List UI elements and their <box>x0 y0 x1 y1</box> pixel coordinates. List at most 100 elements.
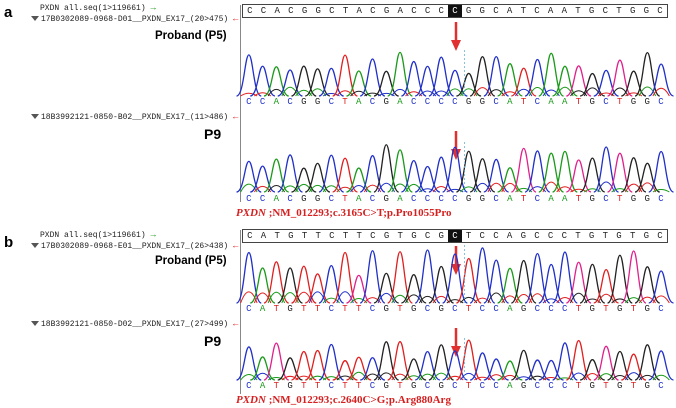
reference-base[interactable]: A <box>274 6 280 16</box>
reference-base[interactable]: A <box>260 231 267 241</box>
trace-noise <box>363 297 382 304</box>
basecall: C <box>424 304 431 314</box>
collapse-triangle-icon[interactable] <box>31 243 39 249</box>
basecall: C <box>658 194 664 204</box>
reference-base[interactable]: C <box>479 231 485 241</box>
reference-base[interactable]: C <box>260 6 267 16</box>
reference-base[interactable]: T <box>575 231 581 241</box>
reference-base[interactable]: G <box>383 6 390 16</box>
reference-base[interactable]: G <box>479 6 485 16</box>
reference-base[interactable]: G <box>438 231 444 241</box>
reference-base[interactable]: C <box>438 6 444 16</box>
reference-base[interactable]: T <box>342 231 349 241</box>
reference-base[interactable]: T <box>301 231 308 241</box>
reference-base[interactable]: C <box>370 231 376 241</box>
basecall: C <box>493 97 499 107</box>
reference-base[interactable]: C <box>448 230 462 242</box>
trace-peak <box>318 67 344 97</box>
trace-noise <box>336 291 354 304</box>
reference-base[interactable]: G <box>383 231 390 241</box>
reference-base[interactable]: G <box>288 231 294 241</box>
reference-track-name[interactable]: PXDN all.seq(1>119661) → <box>40 230 156 240</box>
reference-base[interactable]: C <box>370 6 376 16</box>
trace-peak <box>538 359 564 381</box>
reference-base[interactable]: C <box>657 231 663 241</box>
reference-base[interactable]: A <box>397 6 403 16</box>
reference-base[interactable]: G <box>315 6 321 16</box>
reference-base[interactable]: T <box>575 6 581 16</box>
reference-base[interactable]: C <box>411 6 417 16</box>
trace-noise <box>432 372 450 381</box>
reference-base[interactable]: T <box>602 231 608 241</box>
trace-noise <box>611 188 629 193</box>
reference-track-name[interactable]: PXDN all.seq(1>119661) → <box>40 3 156 13</box>
reference-base[interactable]: C <box>493 231 499 241</box>
reference-base[interactable]: G <box>643 6 650 16</box>
reference-base[interactable]: G <box>629 6 636 16</box>
reference-base[interactable]: A <box>506 231 513 241</box>
trace-noise <box>473 297 492 304</box>
reference-base[interactable]: A <box>506 6 513 16</box>
trace-peak <box>263 158 290 193</box>
basecall: C <box>534 97 540 107</box>
reference-base[interactable]: C <box>288 6 294 16</box>
reference-base[interactable]: T <box>465 231 472 241</box>
reference-base[interactable]: G <box>616 231 622 241</box>
trace-noise <box>652 295 670 304</box>
collapse-triangle-icon[interactable] <box>31 16 39 22</box>
reference-base[interactable]: T <box>629 231 636 241</box>
reference-base[interactable]: C <box>547 231 554 241</box>
sample-track-name[interactable]: 18B3992121-0850-B02__PXDN_EX17_(11>486) … <box>31 112 238 122</box>
reference-base[interactable]: T <box>397 231 403 241</box>
reference-base[interactable]: C <box>657 6 663 16</box>
trace-noise <box>336 375 354 381</box>
reference-base[interactable]: C <box>448 5 462 17</box>
reference-base[interactable]: G <box>411 231 417 241</box>
collapse-triangle-icon[interactable] <box>31 114 39 120</box>
reference-base[interactable]: G <box>643 231 650 241</box>
reference-base[interactable]: C <box>534 231 540 241</box>
reference-base[interactable]: C <box>561 231 567 241</box>
reference-base[interactable]: A <box>356 6 362 16</box>
reference-base[interactable]: C <box>493 6 499 16</box>
reference-base[interactable]: T <box>342 6 349 16</box>
basecall: C <box>493 304 499 314</box>
trace-peak <box>304 273 331 304</box>
reference-base[interactable]: G <box>301 6 308 16</box>
reference-base[interactable]: T <box>616 6 622 16</box>
reference-base[interactable]: A <box>547 6 554 16</box>
reference-base[interactable]: C <box>329 231 335 241</box>
reference-base[interactable]: C <box>247 231 253 241</box>
basecall: C <box>603 194 609 204</box>
trace-noise <box>611 374 629 381</box>
trace-noise <box>652 374 670 381</box>
basecall: A <box>273 194 280 204</box>
basecall: T <box>575 97 582 107</box>
reference-base[interactable]: T <box>520 6 526 16</box>
basecall: C <box>328 194 334 204</box>
sample-track-name[interactable]: 17B0302089-0968-E01__PXDN_EX17_(26>438) … <box>31 241 238 251</box>
reference-base[interactable]: C <box>424 6 431 16</box>
trace-peak <box>469 247 496 304</box>
trace-peak <box>593 146 620 193</box>
reference-base[interactable]: C <box>534 6 540 16</box>
reference-base[interactable]: T <box>315 231 321 241</box>
reference-base[interactable]: C <box>424 231 431 241</box>
reference-base[interactable]: G <box>465 6 472 16</box>
reference-base[interactable]: G <box>588 6 595 16</box>
reference-base[interactable]: T <box>356 231 362 241</box>
reference-base[interactable]: C <box>329 6 335 16</box>
reference-base[interactable]: G <box>520 231 526 241</box>
sample-track-name[interactable]: 18B3992121-0850-D02__PXDN_EX17_(27>499) … <box>31 319 238 329</box>
reference-base[interactable]: C <box>602 6 608 16</box>
reference-base[interactable]: A <box>561 6 567 16</box>
reference-base[interactable]: T <box>274 231 280 241</box>
reference-base[interactable]: C <box>247 6 253 16</box>
trace-peak <box>249 65 276 97</box>
reference-base[interactable]: G <box>588 231 595 241</box>
collapse-triangle-icon[interactable] <box>31 321 39 327</box>
basecall: C <box>603 97 609 107</box>
sample-track-name[interactable]: 17B0302089-0968-D01__PXDN_EX17_(20>475) … <box>31 14 238 24</box>
